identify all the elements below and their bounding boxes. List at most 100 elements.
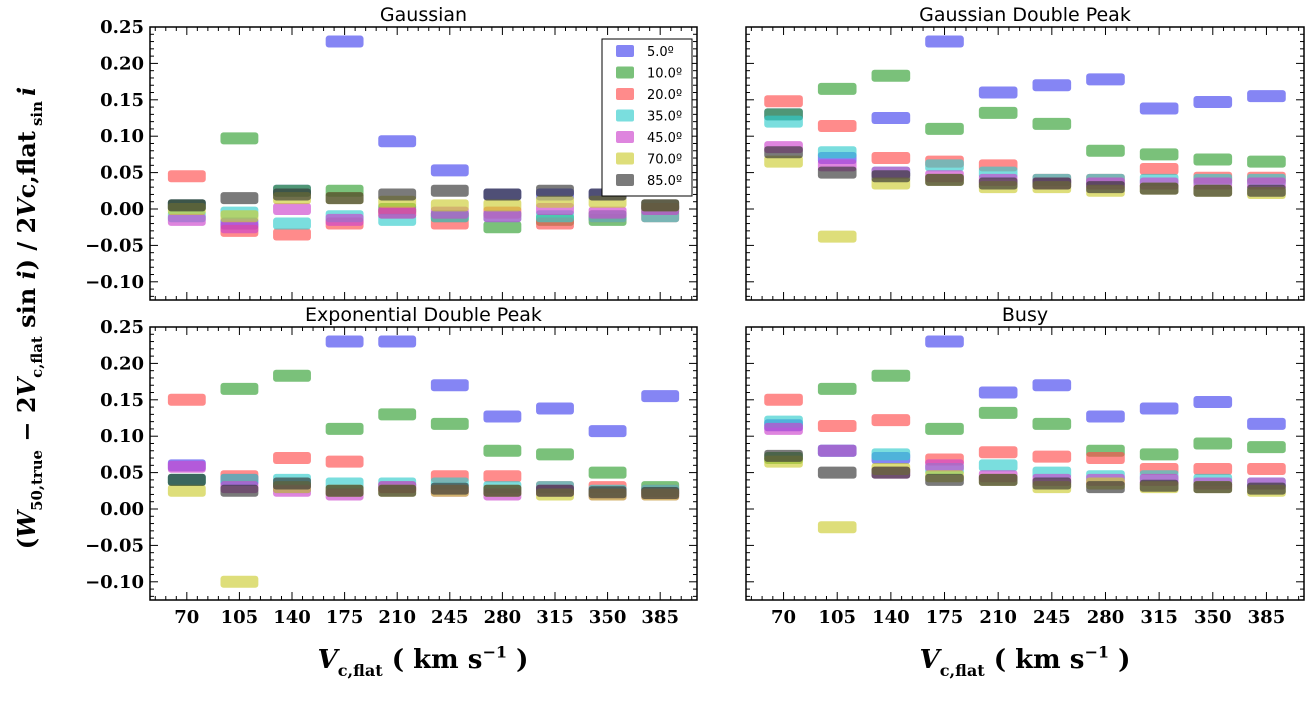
x-tick-label: 175: [326, 607, 364, 628]
data-point: [483, 221, 522, 234]
data-point: [871, 112, 911, 124]
data-point: [1193, 437, 1233, 450]
x-tick-label: 175: [926, 607, 964, 628]
data-point: [167, 460, 206, 473]
data-point: [167, 484, 206, 497]
y-tick-label: −0.05: [85, 235, 144, 256]
data-point: [925, 422, 964, 435]
data-point: [167, 199, 206, 212]
data-point: [536, 184, 574, 197]
data-point: [871, 170, 911, 183]
data-point: [817, 444, 857, 457]
data-point: [871, 448, 911, 461]
data-point: [641, 390, 680, 403]
data-point: [588, 206, 627, 219]
axis-labels: (W50,true − 2Vc,flat sin i) / 2Vc,flat s…: [12, 87, 1130, 680]
x-tick-label: 385: [641, 607, 679, 628]
legend-swatch: [616, 174, 634, 186]
y-axis-label: (W50,true − 2Vc,flat sin i) / 2Vc,flat s…: [12, 87, 46, 549]
data-point: [325, 335, 364, 348]
x-tick-label: 140: [872, 607, 910, 628]
y-tick-label: 0.10: [100, 126, 144, 147]
x-axis-label-left: Vc,flat ( km s−1 ): [318, 643, 529, 680]
data-point: [1247, 441, 1286, 454]
data-point: [817, 166, 857, 179]
data-point: [430, 482, 469, 495]
data-point: [764, 422, 803, 435]
data-point: [1032, 417, 1072, 430]
x-tick-label: 70: [771, 607, 796, 628]
data-point: [764, 449, 803, 462]
data-point: [483, 444, 522, 457]
x-tick-label: 280: [1087, 607, 1125, 628]
data-point: [1247, 184, 1286, 197]
data-point: [1193, 153, 1233, 166]
data-point: [220, 484, 259, 497]
data-point: [764, 95, 803, 108]
data-point: [817, 466, 857, 479]
data-point: [325, 35, 364, 48]
y-tick-label: −0.10: [85, 272, 144, 293]
data-point: [925, 459, 964, 472]
data-point: [925, 173, 964, 186]
data-point: [483, 484, 522, 497]
data-point: [871, 69, 911, 82]
data-point: [430, 199, 469, 212]
data-point: [1139, 148, 1179, 161]
data-point: [483, 188, 522, 201]
panel-4: Busy 70 105 140 175 210 245 280 315 350 385: [745, 304, 1305, 628]
data-point: [925, 122, 964, 135]
data-point: [978, 473, 1018, 486]
data-point: [978, 386, 1018, 399]
x-tick-label: 245: [1033, 607, 1071, 628]
data-point: [764, 155, 803, 168]
y-tick-label: 0.00: [100, 499, 144, 520]
data-point: [378, 408, 417, 421]
x-tick-label: 210: [378, 607, 416, 628]
data-point: [1139, 102, 1179, 115]
y-tick-label: 0.20: [100, 53, 144, 74]
data-point: [536, 402, 574, 415]
data-point: [641, 199, 680, 212]
data-point: [220, 575, 259, 588]
data-point: [273, 217, 311, 230]
data-point: [430, 184, 469, 197]
data-point: [1086, 410, 1125, 423]
x-tick-label: 350: [589, 607, 627, 628]
x-tick-label: 385: [1248, 607, 1286, 628]
data-point: [1139, 402, 1179, 415]
data-point: [1247, 417, 1286, 430]
panel-title: Exponential Double Peak: [305, 304, 542, 326]
data-point: [167, 213, 206, 226]
data-point: [764, 146, 803, 159]
data-point: [925, 35, 964, 48]
x-tick-label: 105: [221, 607, 259, 628]
panel-1: Gaussian 0.25 0.20 0.15 0.10 0.05 0.00 −0.05 −0.…: [85, 4, 698, 301]
data-point: [273, 452, 311, 465]
data-point: [273, 228, 311, 241]
data-point: [1032, 117, 1072, 130]
data-point: [220, 192, 259, 205]
panel-title: Gaussian Double Peak: [919, 4, 1131, 26]
y-tick-label: 0.20: [100, 353, 144, 374]
data-point: [378, 135, 417, 148]
x-axis-label-right: Vc,flat ( km s−1 ): [920, 643, 1131, 680]
panel-title: Busy: [1002, 304, 1048, 326]
data-point: [536, 448, 574, 461]
data-point: [1139, 162, 1179, 175]
data-point: [536, 484, 574, 497]
data-point: [273, 477, 311, 490]
legend-swatch: [616, 152, 634, 165]
data-point: [1139, 182, 1179, 195]
plot-frame: [745, 26, 1305, 301]
data-point: [273, 188, 311, 201]
legend-swatch: [616, 109, 634, 122]
data-point: [925, 335, 964, 348]
data-point: [167, 393, 206, 406]
y-tick-label: 0.25: [100, 317, 144, 338]
data-point: [817, 521, 857, 534]
data-point: [1086, 144, 1125, 157]
legend-swatch: [616, 45, 634, 57]
data-point: [1032, 177, 1072, 190]
panel-3: Exponential Double Peak 0.25 0.20 0.15 0.10 0…: [85, 304, 698, 628]
